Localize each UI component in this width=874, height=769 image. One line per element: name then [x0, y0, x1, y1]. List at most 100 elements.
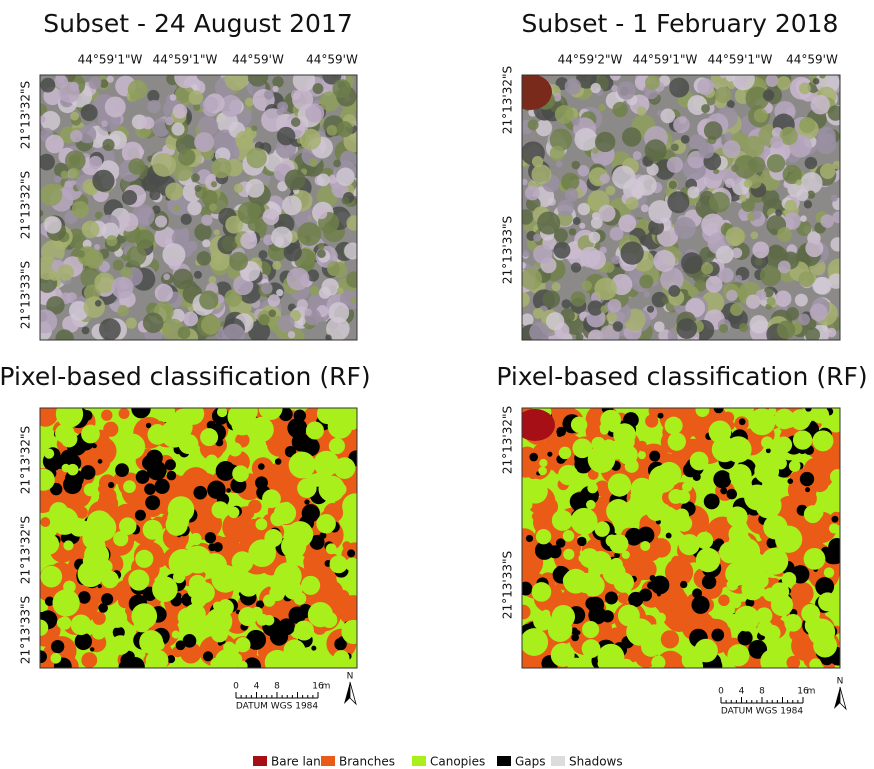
tree-crown	[701, 104, 710, 113]
tree-crown	[291, 117, 301, 127]
tree-crown	[316, 208, 328, 220]
tree-crown	[726, 290, 737, 301]
gaps-patch	[193, 486, 207, 500]
tree-crown	[73, 234, 81, 242]
tree-crown	[92, 170, 114, 192]
scale-label: 4	[739, 687, 745, 697]
tree-crown	[187, 201, 201, 215]
tree-crown	[234, 184, 243, 193]
tree-crown	[752, 242, 769, 259]
x-coordinate-label: 44°59'W	[306, 53, 358, 67]
tree-crown	[662, 297, 669, 304]
gaps-patch	[347, 549, 355, 557]
canopy-patch	[83, 556, 93, 566]
canopy-patch	[729, 464, 751, 486]
tree-crown	[754, 109, 768, 123]
tree-crown	[194, 223, 212, 241]
aerial-image	[508, 64, 850, 350]
tree-crown	[209, 203, 217, 211]
canopy-patch	[661, 520, 670, 529]
tree-crown	[731, 237, 740, 246]
tree-crown	[667, 157, 683, 173]
tree-crown	[636, 175, 657, 196]
tree-crown	[247, 203, 261, 217]
tree-crown	[264, 90, 274, 100]
canopy-patch	[774, 409, 795, 430]
canopy-patch	[119, 517, 137, 535]
gaps-patch	[115, 463, 129, 477]
branches-patch	[101, 410, 112, 421]
canopy-patch	[44, 448, 54, 458]
canopy-patch	[147, 425, 167, 445]
tree-crown	[520, 268, 542, 290]
canopy-patch	[135, 550, 153, 568]
canopy-patch	[194, 582, 215, 603]
x-coordinate-label: 44°59'1"W	[633, 53, 698, 67]
tree-crown	[611, 255, 620, 264]
tree-crown	[122, 190, 137, 205]
gaps-patch	[726, 489, 737, 500]
tree-crown	[336, 167, 355, 186]
tree-crown	[317, 249, 326, 258]
tree-crown	[178, 326, 191, 339]
tree-crown	[668, 285, 680, 297]
tree-crown	[654, 321, 665, 332]
y-coordinate-label: 21°13'32"S	[501, 66, 515, 134]
tree-crown	[804, 200, 812, 208]
tree-crown	[65, 150, 86, 171]
gaps-patch	[577, 537, 586, 546]
canopy-patch	[829, 523, 839, 533]
tree-crown	[214, 229, 220, 235]
canopy-patch	[157, 404, 176, 423]
y-coordinate-label: 21°13'33"S	[501, 551, 515, 619]
tree-crown	[763, 90, 774, 101]
gaps-patch	[135, 510, 146, 521]
gaps-patch	[548, 545, 561, 558]
tree-crown	[261, 282, 273, 294]
canopy-patch	[97, 559, 106, 568]
tree-crown	[796, 179, 802, 185]
tree-crown	[537, 211, 560, 234]
tree-crown	[69, 82, 78, 91]
canopy-patch	[539, 459, 547, 467]
tree-crown	[287, 267, 310, 290]
canopy-patch	[294, 621, 314, 641]
canopy-patch	[200, 428, 218, 446]
gaps-patch	[255, 476, 268, 489]
branches-patch	[618, 592, 629, 603]
canopy-patch	[631, 478, 654, 501]
branches-patch	[103, 422, 118, 437]
tree-crown	[784, 200, 796, 212]
gaps-patch	[713, 470, 731, 488]
legend-label: Bare land	[271, 755, 328, 769]
canopy-patch	[182, 403, 204, 425]
tree-crown	[337, 287, 344, 294]
tree-crown	[106, 235, 117, 246]
canopy-patch	[586, 500, 596, 510]
tree-crown	[194, 132, 214, 152]
tree-crown	[667, 191, 689, 213]
branches-patch	[40, 517, 50, 527]
canopy-patch	[563, 530, 575, 542]
gaps-patch	[519, 582, 533, 596]
tree-crown	[181, 214, 192, 225]
gaps-patch	[304, 499, 309, 504]
canopy-patch	[314, 451, 340, 477]
tree-crown	[617, 81, 636, 100]
branches-patch	[665, 558, 693, 586]
gaps-patch	[275, 458, 281, 464]
tree-crown	[251, 125, 257, 131]
tree-crown	[211, 158, 231, 178]
gaps-patch	[666, 533, 672, 539]
tree-crown	[669, 181, 677, 189]
tree-crown	[178, 148, 195, 165]
gaps-patch	[704, 494, 720, 510]
tree-crown	[697, 78, 714, 95]
tree-crown	[277, 127, 296, 146]
tree-crown	[709, 192, 730, 213]
legend-swatch	[497, 756, 511, 766]
gaps-patch	[203, 651, 213, 661]
tree-crown	[519, 262, 526, 269]
canopy-patch	[329, 438, 345, 454]
gaps-patch	[165, 459, 176, 470]
